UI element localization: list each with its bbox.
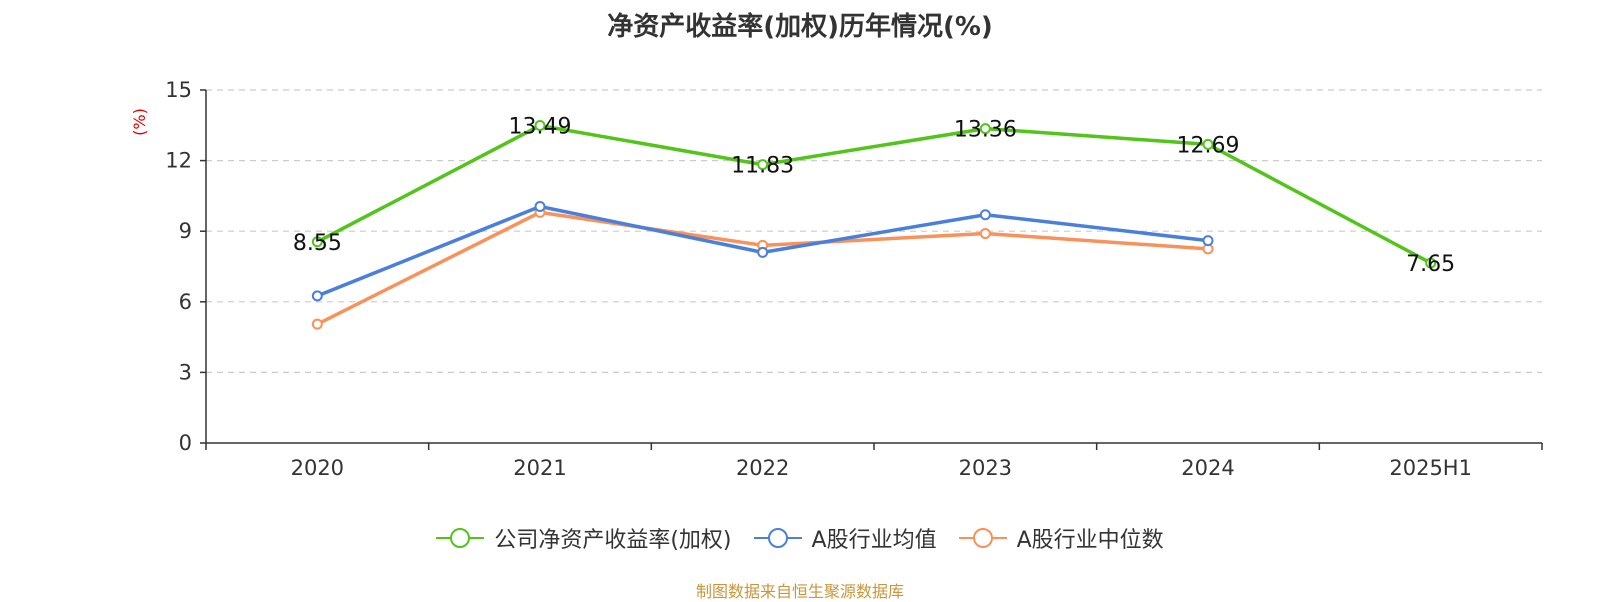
data-point: [311, 236, 323, 248]
y-tick-label: 9: [179, 219, 192, 243]
data-point: [979, 228, 991, 240]
data-point: [534, 200, 546, 212]
x-tick-label: 2023: [959, 456, 1012, 480]
data-labels: 8.55 13.49 11.83 13.36 12.69 7.65: [293, 115, 1455, 277]
data-point: [311, 318, 323, 330]
data-point: [979, 209, 991, 221]
x-tick-label: 2025H1: [1389, 456, 1472, 480]
y-tick-label: 3: [179, 360, 192, 384]
data-point: [757, 246, 769, 258]
y-axis-label: (%): [130, 108, 149, 136]
data-label: 7.65: [1406, 252, 1455, 277]
y-tick-label: 15: [165, 78, 192, 102]
legend-swatch-icon: [958, 528, 1007, 548]
y-tick-label: 6: [179, 290, 192, 314]
data-point: [1425, 257, 1437, 269]
series-lines: [311, 120, 1437, 330]
data-label: 13.49: [509, 115, 572, 140]
x-tick-label: 2021: [513, 456, 566, 480]
chart-title: 净资产收益率(加权)历年情况(%): [607, 12, 993, 42]
legend: 公司净资产收益率(加权) A股行业均值 A股行业中位数: [0, 522, 1600, 554]
legend-swatch-icon: [753, 528, 802, 548]
legend-swatch-icon: [436, 528, 485, 548]
grid-lines: [206, 89, 1542, 373]
source-note: 制图数据来自恒生聚源数据库: [695, 582, 904, 601]
series-line: [316, 123, 1432, 265]
legend-label: 公司净资产收益率(加权): [494, 528, 732, 553]
data-label: 13.36: [954, 118, 1017, 143]
data-point: [757, 159, 769, 171]
axes: 0 3 6 9 12 15 2020 2021 2022 2023 2024 2025H1: [165, 78, 1543, 480]
legend-label: A股行业中位数: [1016, 528, 1164, 553]
legend-item[interactable]: 公司净资产收益率(加权): [436, 522, 732, 554]
x-tick-label: 2022: [736, 456, 789, 480]
data-label: 12.69: [1177, 133, 1240, 158]
data-point: [1202, 235, 1214, 247]
data-label: 11.83: [731, 154, 794, 179]
y-tick-label: 12: [165, 149, 192, 173]
y-tick-label: 0: [179, 431, 192, 455]
data-label: 8.55: [293, 231, 342, 256]
legend-label: A股行业均值: [811, 528, 937, 553]
data-point: [979, 123, 991, 135]
x-tick-label: 2020: [291, 456, 344, 480]
data-point: [311, 290, 323, 302]
data-point: [534, 120, 546, 132]
legend-item[interactable]: A股行业均值: [753, 522, 937, 554]
data-point: [1202, 138, 1214, 150]
series-line: [316, 210, 1209, 326]
legend-item[interactable]: A股行业中位数: [958, 522, 1164, 554]
x-tick-label: 2024: [1181, 456, 1234, 480]
